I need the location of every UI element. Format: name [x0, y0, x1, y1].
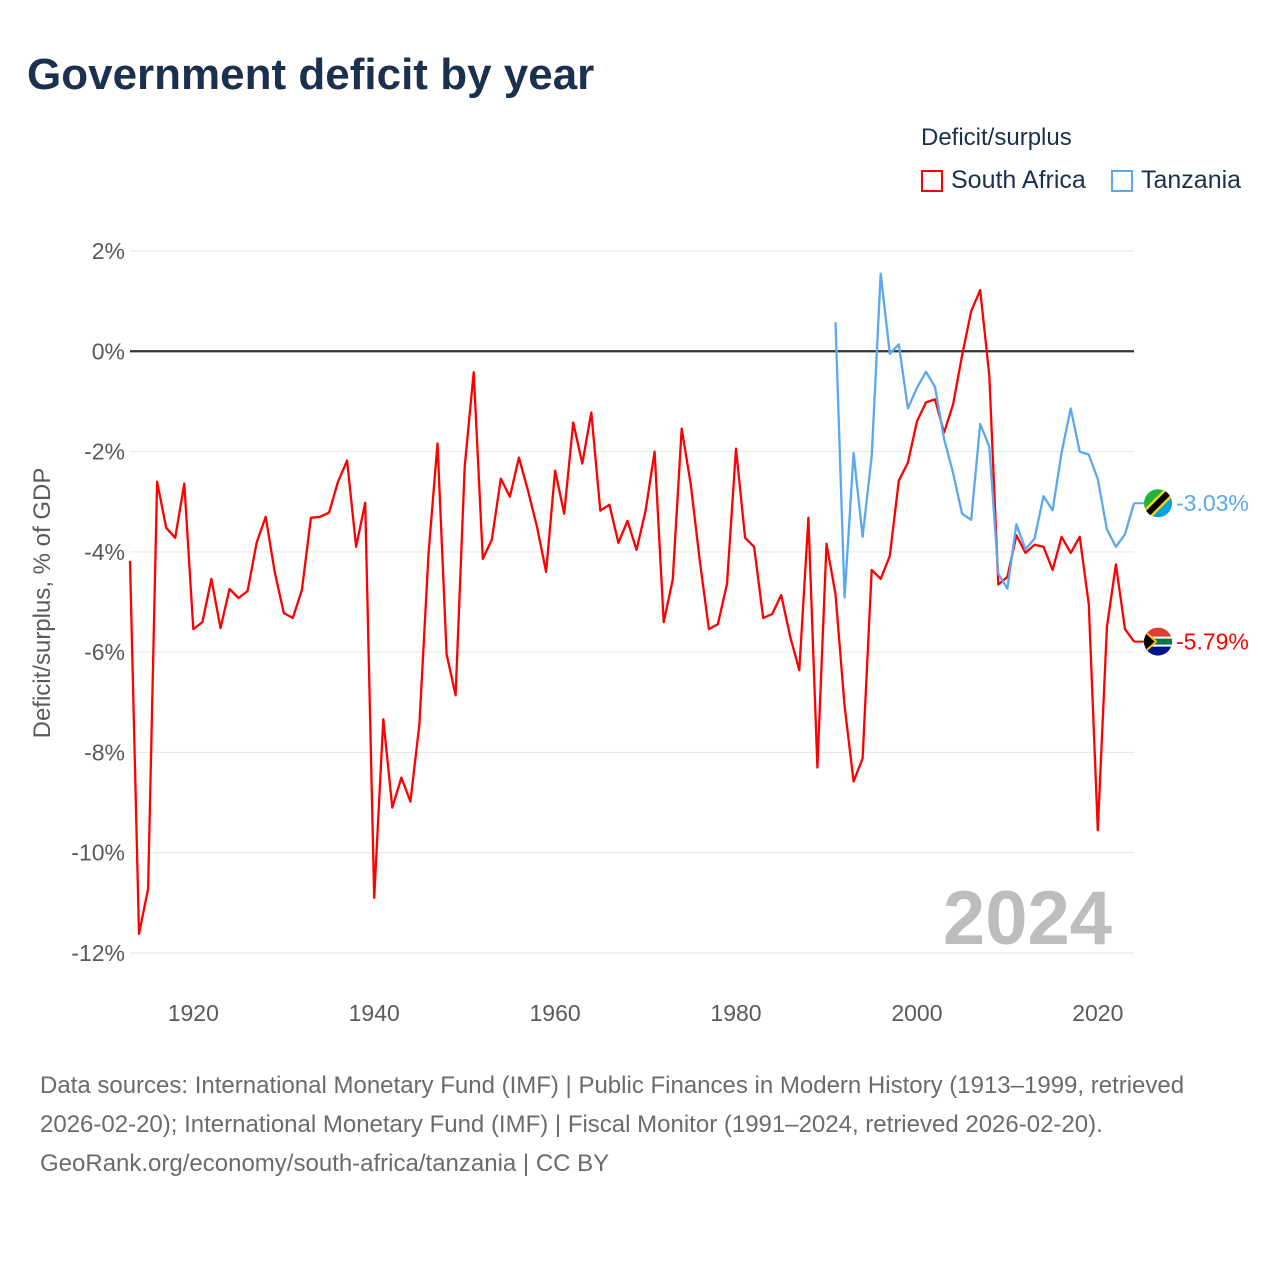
legend-swatch — [921, 169, 943, 192]
end-value-label: -3.03% — [1176, 490, 1249, 516]
footer: Data sources: International Monetary Fun… — [40, 1066, 1250, 1183]
y-tick-label: 2% — [92, 238, 125, 264]
series-line-south-africa — [128, 288, 1135, 936]
line-chart: 2% 0% -2% -4% -6% -8% -10% -12% 1920 1940 1960 198… — [29, 238, 1249, 1026]
y-tick-label: -10% — [71, 840, 125, 866]
end-value-label: -5.79% — [1176, 629, 1249, 655]
flag-body — [1144, 489, 1172, 518]
y-tick-label: -6% — [84, 639, 125, 665]
legend-title: Deficit/surplus — [921, 124, 1072, 151]
y-axis-label: Deficit/surplus, % of GDP — [29, 468, 56, 739]
y-tick-label: -12% — [71, 940, 125, 966]
south-africa-flag-icon — [1144, 627, 1172, 656]
data-sources: Data sources: International Monetary Fun… — [40, 1072, 1185, 1138]
year-overlay: 2024 — [943, 876, 1112, 961]
x-tick-label: 1940 — [349, 1000, 400, 1026]
y-tick-label: -2% — [84, 439, 125, 465]
legend-item-tanzania[interactable]: Tanzania — [1111, 166, 1241, 195]
y-tick-label: 0% — [92, 338, 125, 364]
x-tick-label: 1960 — [530, 1000, 581, 1026]
y-tick-label: -4% — [84, 539, 125, 565]
tanzania-flag-icon — [1144, 489, 1172, 518]
x-tick-label: 1920 — [168, 1000, 219, 1026]
series-line-tanzania — [834, 272, 1136, 599]
flag-green — [1144, 636, 1172, 647]
y-tick-label: -8% — [84, 739, 125, 765]
legend-label: South Africa — [951, 166, 1086, 194]
legend-swatch — [1111, 169, 1133, 192]
legend-item-south-africa[interactable]: South Africa — [921, 166, 1086, 195]
x-tick-label: 1980 — [710, 1000, 761, 1026]
attribution-link[interactable]: GeoRank.org/economy/south-africa/tanzani… — [40, 1150, 610, 1177]
flag-body — [1144, 627, 1172, 656]
chart-title: Government deficit by year — [27, 50, 595, 99]
legend-label: Tanzania — [1141, 166, 1242, 194]
x-tick-label: 2020 — [1072, 1000, 1123, 1026]
flag-triangle — [1144, 627, 1158, 656]
x-tick-label: 2000 — [891, 1000, 942, 1026]
